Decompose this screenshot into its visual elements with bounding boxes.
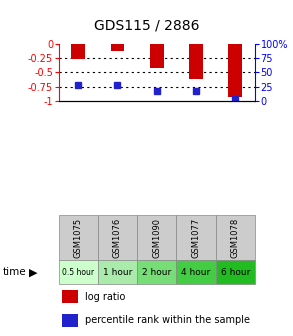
Text: percentile rank within the sample: percentile rank within the sample xyxy=(85,316,250,325)
FancyBboxPatch shape xyxy=(137,215,176,260)
Bar xyxy=(189,44,203,79)
FancyBboxPatch shape xyxy=(176,260,216,284)
Bar xyxy=(150,44,163,68)
Text: GSM1077: GSM1077 xyxy=(192,218,200,258)
FancyBboxPatch shape xyxy=(216,215,255,260)
Text: time: time xyxy=(3,267,27,277)
Bar xyxy=(111,44,124,51)
Text: log ratio: log ratio xyxy=(85,292,125,302)
Text: ▶: ▶ xyxy=(29,267,38,277)
Text: GSM1090: GSM1090 xyxy=(152,218,161,258)
Bar xyxy=(229,44,242,97)
FancyBboxPatch shape xyxy=(98,260,137,284)
Bar xyxy=(62,290,78,303)
FancyBboxPatch shape xyxy=(216,260,255,284)
FancyBboxPatch shape xyxy=(59,260,98,284)
Text: GSM1076: GSM1076 xyxy=(113,218,122,258)
Text: 1 hour: 1 hour xyxy=(103,268,132,277)
FancyBboxPatch shape xyxy=(137,260,176,284)
FancyBboxPatch shape xyxy=(176,215,216,260)
Bar xyxy=(71,44,85,59)
Text: GSM1075: GSM1075 xyxy=(74,218,83,258)
Text: 2 hour: 2 hour xyxy=(142,268,171,277)
Text: 4 hour: 4 hour xyxy=(181,268,211,277)
Text: 6 hour: 6 hour xyxy=(221,268,250,277)
Text: GDS115 / 2886: GDS115 / 2886 xyxy=(94,18,199,33)
Text: 0.5 hour: 0.5 hour xyxy=(62,268,94,277)
FancyBboxPatch shape xyxy=(59,215,98,260)
FancyBboxPatch shape xyxy=(98,215,137,260)
Bar xyxy=(62,314,78,327)
Text: GSM1078: GSM1078 xyxy=(231,218,240,258)
